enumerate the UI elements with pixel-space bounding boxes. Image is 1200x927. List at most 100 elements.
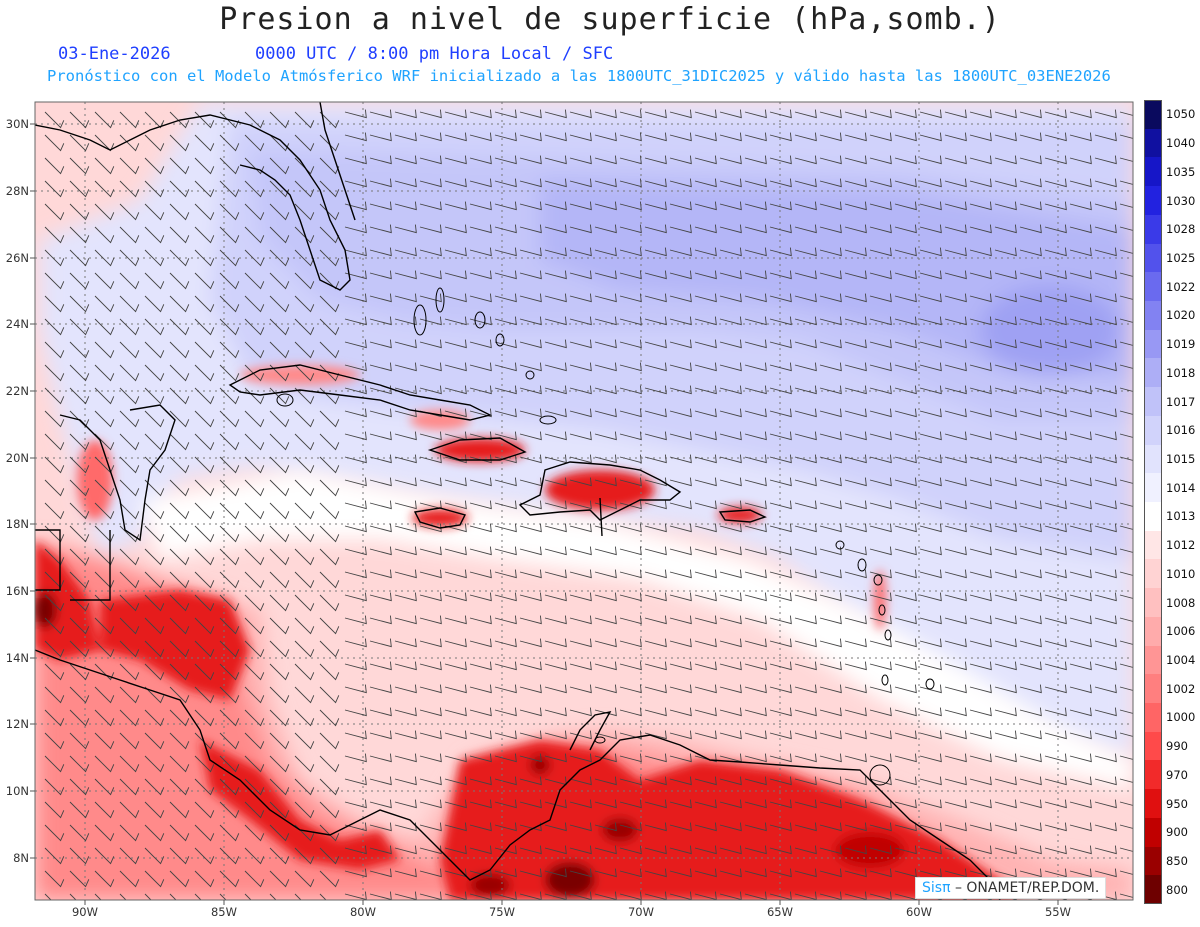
wind-barb [1119,111,1133,116]
wind-barb [269,824,290,842]
wind-barb [669,454,692,464]
wind-barb [244,640,265,658]
wind-barb [769,132,792,142]
wind-barb [794,730,817,740]
wind-barb [144,663,165,681]
wind-barb [369,845,392,855]
wind-barb [744,408,767,418]
legend-label: 1025 [1166,250,1196,265]
wind-barb [394,707,417,717]
legend-swatch [1144,789,1162,819]
wind-barb [544,546,567,556]
wind-barb [844,408,867,418]
wind-barb [694,270,717,280]
wind-barb [1069,500,1092,510]
wind-barb [94,318,115,336]
wind-barb [44,870,65,888]
wind-barb [444,270,467,280]
wind-barb [844,730,867,740]
wind-barb [1069,155,1092,165]
wind-barb [594,155,617,165]
wind-barb [144,732,165,750]
wind-barb [494,707,517,717]
wind-barb [1069,753,1092,763]
wind-barb [444,615,467,625]
wind-barb [244,571,265,589]
wind-barb [594,776,617,786]
wind-barb [394,339,417,349]
wind-barb [519,201,542,211]
wind-barb [769,385,792,395]
wind-barb [819,569,842,579]
wind-barb [369,408,392,418]
wind-barb [569,776,592,786]
wind-barb [919,201,942,211]
wind-barb [469,477,492,487]
wind-barb [969,408,992,418]
wind-barb [444,546,467,556]
wind-barb [219,502,240,520]
wind-barb [294,410,315,428]
wind-barb [169,226,190,244]
wind-barb [894,707,917,717]
legend-swatch [1144,674,1162,704]
wind-barb [494,546,517,556]
wind-barb [744,132,767,142]
wind-barb [144,594,165,612]
wind-barb [1044,707,1067,717]
wind-barb [1094,799,1117,809]
wind-barb [294,456,315,474]
wind-barb [1019,500,1042,510]
wind-barb [594,316,617,326]
wind-barb [969,201,992,211]
wind-barb [94,157,115,175]
wind-barb [669,316,692,326]
wind-barb [519,684,542,694]
wind-barb [169,502,190,520]
wind-barb [194,272,215,290]
wind-barb [394,523,417,533]
wind-barb [1094,109,1117,119]
wind-barb [719,868,742,878]
wind-barb [69,456,90,474]
wind-barb [694,316,717,326]
wind-barb [394,316,417,326]
wind-barb [94,410,115,428]
wind-barb [744,477,767,487]
wind-barb [794,109,817,119]
wind-barb [494,638,517,648]
wind-barb [794,408,817,418]
wind-barb [1094,868,1117,878]
wind-barb [444,408,467,418]
wind-barb [544,477,567,487]
wind-barb [119,111,140,129]
wind-barb [994,615,1017,625]
wind-barb [169,824,190,842]
wind-barb [69,387,90,405]
lat-label: 14N [6,651,29,665]
wind-barb [319,893,327,900]
wind-barb [869,270,892,280]
wind-barb [169,180,190,198]
wind-barb [569,339,592,349]
wind-barb [319,111,340,129]
wind-barb [794,385,817,395]
wind-barb [719,454,742,464]
wind-barb [169,111,190,129]
wind-barb [694,822,717,832]
wind-barb [469,730,492,740]
wind-barb [169,709,190,727]
wind-barb [1069,408,1092,418]
wind-barb [519,868,542,878]
wind-barb [94,893,102,900]
wind-barb [469,638,492,648]
wind-barb [744,776,767,786]
wind-barb [244,157,265,175]
wind-barb [69,157,90,175]
wind-barb [669,155,692,165]
wind-barb [894,408,917,418]
wind-barb [519,592,542,602]
wind-barb [769,615,792,625]
wind-barb [144,157,165,175]
